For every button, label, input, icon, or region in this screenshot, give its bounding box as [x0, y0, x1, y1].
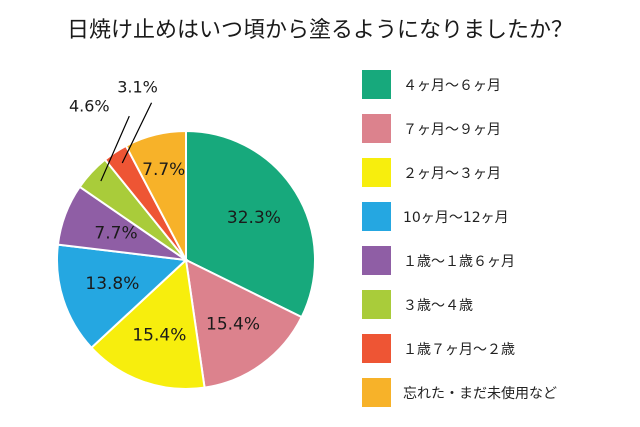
- legend-item: 忘れた・まだ未使用など: [362, 378, 632, 407]
- legend-item: 10ヶ月〜12ヶ月: [362, 202, 632, 231]
- legend-swatch: [362, 290, 391, 319]
- slice-value-label: 13.8%: [85, 274, 139, 294]
- legend-swatch: [362, 378, 391, 407]
- legend-label: 10ヶ月〜12ヶ月: [403, 209, 509, 226]
- legend-swatch: [362, 70, 391, 99]
- legend-label: 忘れた・まだ未使用など: [403, 385, 557, 402]
- legend-item: ７ヶ月〜９ヶ月: [362, 114, 632, 143]
- legend-label: １歳〜１歳６ヶ月: [403, 253, 515, 270]
- legend-label: ７ヶ月〜９ヶ月: [403, 121, 501, 138]
- legend-item: ４ヶ月〜６ヶ月: [362, 70, 632, 99]
- legend-label: ３歳〜４歳: [403, 297, 473, 314]
- pie-slice: [184, 258, 304, 389]
- leader-line: [100, 115, 130, 182]
- legend-label: １歳７ヶ月〜２歳: [403, 341, 515, 358]
- slice-value-label: 3.1%: [117, 77, 158, 96]
- slice-value-label: 15.4%: [206, 315, 260, 335]
- slice-value-label: 15.4%: [132, 325, 186, 345]
- legend-swatch: [362, 202, 391, 231]
- pie-slice: [89, 257, 206, 390]
- pie-slice: [185, 129, 316, 319]
- legend-item: ３歳〜４歳: [362, 290, 632, 319]
- legend-swatch: [362, 158, 391, 187]
- slice-value-label: 32.3%: [227, 208, 281, 228]
- legend-item: １歳〜１歳６ヶ月: [362, 246, 632, 275]
- legend-label: ４ヶ月〜６ヶ月: [403, 77, 501, 94]
- legend: ４ヶ月〜６ヶ月 ７ヶ月〜９ヶ月 ２ヶ月〜３ヶ月 10ヶ月〜12ヶ月 １歳〜１歳６…: [362, 70, 632, 422]
- pie-slice: [124, 129, 187, 261]
- pie-slice: [56, 243, 189, 350]
- slice-value-label: 4.6%: [69, 97, 110, 116]
- legend-swatch: [362, 246, 391, 275]
- slice-value-label: 7.7%: [94, 224, 137, 244]
- legend-item: １歳７ヶ月〜２歳: [362, 334, 632, 363]
- legend-swatch: [362, 114, 391, 143]
- slice-value-label: 7.7%: [142, 160, 185, 180]
- leader-line: [121, 102, 153, 164]
- legend-swatch: [362, 334, 391, 363]
- legend-label: ２ヶ月〜３ヶ月: [403, 165, 501, 182]
- legend-item: ２ヶ月〜３ヶ月: [362, 158, 632, 187]
- chart-title: 日焼け止めはいつ頃から塗るようになりましたか？: [66, 18, 573, 43]
